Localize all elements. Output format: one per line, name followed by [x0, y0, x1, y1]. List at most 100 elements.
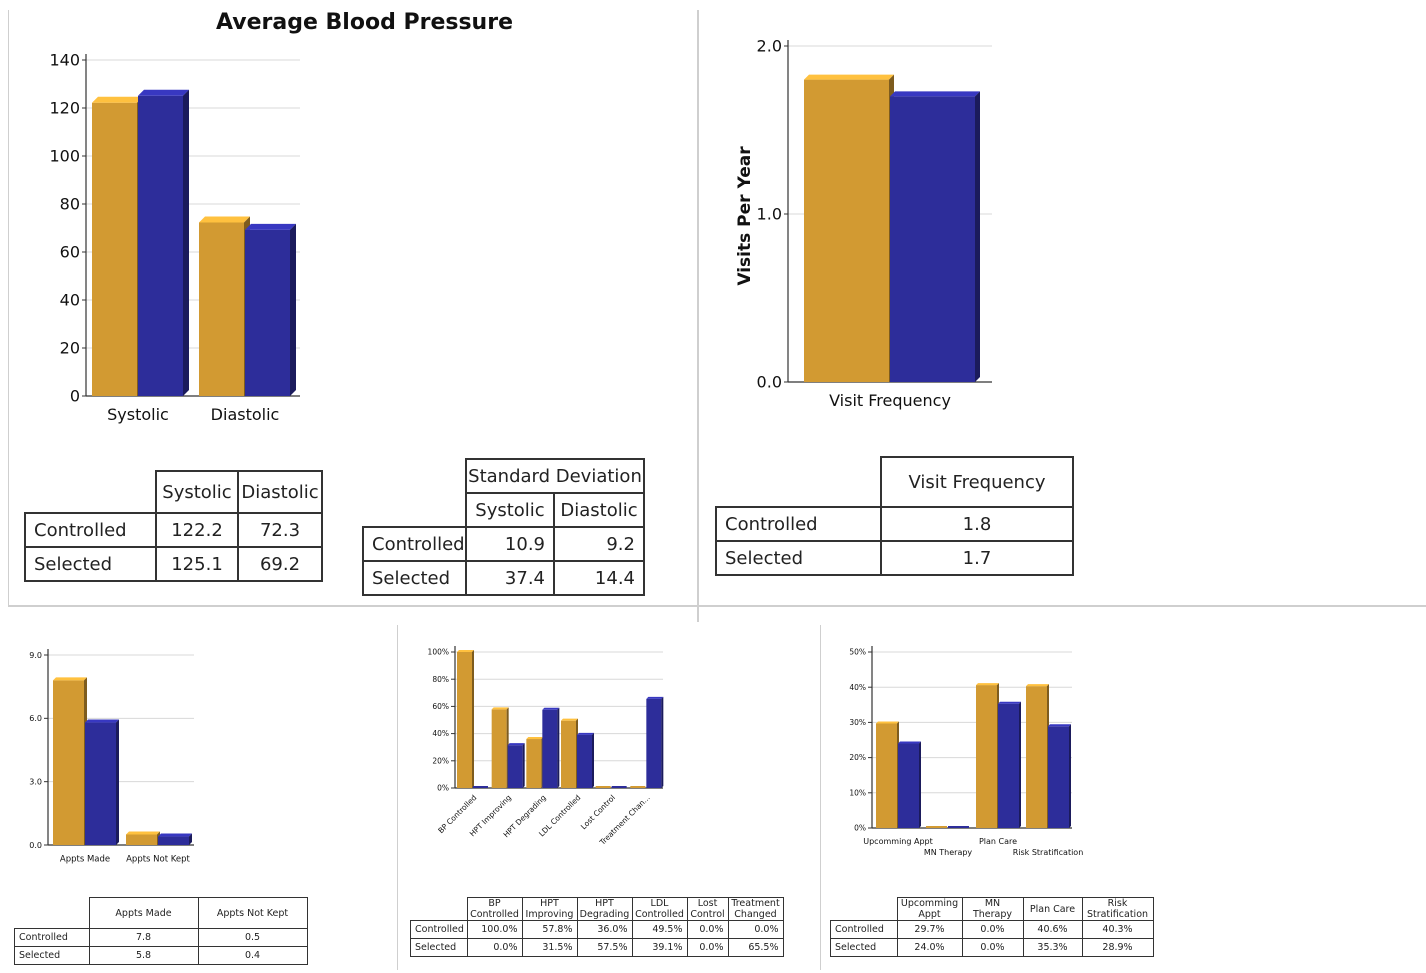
control-cell: 31.5% [521, 938, 578, 957]
control-header-line: Controlled [470, 909, 519, 920]
y-tick-label: 6.0 [29, 714, 42, 723]
bar-top [457, 650, 474, 652]
bar-top [85, 719, 119, 723]
plan-header: Upcomming Appt [896, 897, 963, 921]
sd-row-label: Controlled [362, 526, 467, 562]
plan-header-line: Risk [1107, 898, 1128, 909]
bar-top [646, 696, 664, 699]
appts-row-label: Selected [14, 946, 90, 965]
x-category-label: Appts Not Kept [126, 855, 190, 865]
bar-controlled [526, 739, 542, 788]
bar-top [491, 707, 509, 710]
bar-top [92, 96, 143, 103]
bp-chart: 0 20 40 60 80 100 120 140 Systolic Diastolic [49, 51, 300, 424]
plan-row-label: Selected [830, 938, 898, 957]
control-header: BP Controlled [466, 897, 523, 921]
control-header-line: LDL [650, 898, 669, 909]
y-tick-label: 20 [60, 339, 80, 358]
y-tick-label: 0.0 [757, 373, 782, 392]
bar-side [522, 743, 525, 788]
bp-row-label: Selected [24, 546, 157, 582]
bar-top [876, 721, 899, 724]
control-header-line: Controlled [635, 909, 684, 920]
sd-header-systolic: Systolic [465, 492, 555, 528]
bar-controlled [92, 102, 137, 396]
y-tick-label: 0% [854, 824, 866, 833]
control-row-label: Controlled [410, 920, 468, 939]
plan-header-line: MN [984, 898, 1001, 909]
bar-controlled [199, 222, 244, 396]
bar-side [290, 223, 296, 396]
control-row-label: Selected [410, 938, 468, 957]
control-cell: 57.8% [521, 920, 578, 939]
control-cell: 0.0% [727, 920, 784, 939]
bar-side [592, 732, 594, 788]
plan-cell: 40.3% [1081, 920, 1154, 939]
horizontal-divider [8, 605, 1426, 607]
bottom-divider-2 [820, 625, 821, 970]
y-tick-label: 1.0 [757, 205, 782, 224]
x-category-label: Risk Stratification [1013, 848, 1084, 857]
visit-table: Visit Frequency Controlled 1.8 Selected … [715, 456, 1074, 576]
bar-selected [245, 229, 290, 396]
control-cell: 100.0% [466, 920, 523, 939]
bar-selected [890, 96, 975, 383]
control-cell: 0.0% [466, 938, 523, 957]
bar-controlled [976, 685, 997, 828]
visit-cell: 1.7 [880, 540, 1074, 576]
bar-controlled [53, 680, 84, 845]
bp-row-label: Controlled [24, 512, 157, 548]
bar-side [183, 89, 189, 396]
visit-chart: 0.0 1.0 2.0 Visit Frequency [757, 37, 992, 410]
bar-top [526, 737, 544, 740]
sd-table-title: Standard Deviation [465, 458, 645, 494]
plan-header-line: Therapy [972, 909, 1013, 920]
bp-cell: 122.2 [155, 512, 239, 548]
bar-top [138, 89, 189, 96]
y-tick-label: 20% [849, 753, 866, 762]
control-cell: 39.1% [631, 938, 688, 957]
control-cell: 0.0% [686, 938, 729, 957]
control-header: HPT Improving [521, 897, 578, 921]
sd-cell: 37.4 [465, 560, 555, 596]
bar-top [158, 833, 192, 837]
appts-header: Appts Not Kept [197, 897, 308, 929]
y-tick-label: 30% [849, 718, 866, 727]
y-tick-label: 60 [60, 243, 80, 262]
bar-selected [898, 743, 919, 828]
bottom-divider-1 [397, 625, 398, 970]
bar-side [919, 741, 921, 828]
bar-top [245, 223, 296, 230]
control-header-line: HPT [595, 898, 614, 909]
plan-header: Plan Care [1022, 897, 1083, 921]
plan-cell: 0.0% [961, 920, 1024, 939]
bar-controlled [595, 786, 611, 788]
y-tick-label: 100 [49, 147, 80, 166]
control-cell: 0.0% [686, 920, 729, 939]
appts-chart: 0.0 3.0 6.0 9.0 Appts Made Appts Not Kept [29, 649, 194, 865]
bar-side [975, 91, 980, 383]
bar-side [472, 650, 474, 788]
sd-cell: 10.9 [465, 526, 555, 562]
plan-cell: 28.9% [1081, 938, 1154, 957]
bar-top [998, 701, 1021, 704]
bar-selected [138, 95, 183, 396]
y-tick-label: 3.0 [29, 777, 42, 786]
y-tick-label: 40% [432, 729, 449, 738]
plan-chart: 0% 10% 20% 30% 40% 50% Upcomming Appt MN Therap… [849, 646, 1084, 857]
y-tick-label: 50% [849, 648, 866, 657]
bp-cell: 72.3 [237, 512, 323, 548]
bar-selected [1048, 726, 1069, 828]
bar-selected [473, 786, 488, 788]
control-header-line: Control [690, 909, 725, 920]
y-tick-label: 20% [432, 756, 449, 765]
bar-top [53, 677, 87, 681]
plan-header-line: Upcomming [900, 898, 959, 909]
plan-header: MN Therapy [961, 897, 1024, 921]
sd-cell: 9.2 [553, 526, 645, 562]
control-cell: 49.5% [631, 920, 688, 939]
x-category-label: Diastolic [211, 405, 280, 424]
bar-side [1069, 724, 1071, 828]
y-tick-label: 9.0 [29, 651, 42, 660]
